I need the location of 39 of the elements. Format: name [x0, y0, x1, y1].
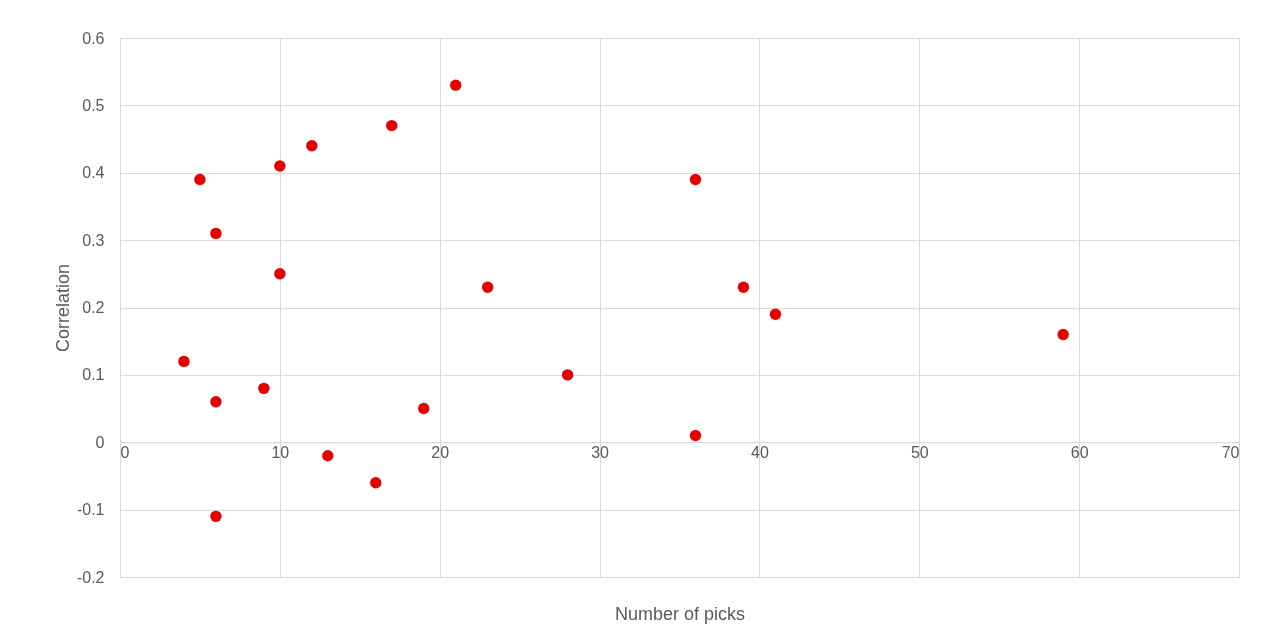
point [306, 140, 318, 152]
x-tick-label: 20 [431, 443, 450, 461]
point [561, 369, 574, 381]
x-axis-title: Number of picks [614, 603, 746, 624]
y-tick-label: 0.2 [82, 299, 105, 316]
y-tick-label: 0.1 [82, 366, 105, 384]
point [210, 396, 222, 408]
point [386, 119, 398, 132]
point [737, 281, 750, 293]
point [210, 227, 222, 240]
point [370, 476, 382, 489]
point [1057, 328, 1069, 341]
x-tick-label: 70 [1221, 443, 1240, 461]
point [481, 281, 494, 293]
point [418, 402, 430, 415]
point [322, 450, 334, 462]
x-tick-label: 40 [751, 443, 769, 461]
y-tick-label: 0.6 [82, 29, 105, 47]
point [274, 160, 286, 172]
y-tick-label: -0.1 [76, 501, 105, 519]
point [210, 510, 222, 523]
point [450, 79, 462, 91]
x-tick-label: 0 [120, 443, 130, 461]
y-tick-label: 0.4 [82, 164, 105, 182]
x-tick-label: 60 [1070, 443, 1089, 461]
point [274, 268, 286, 280]
point [178, 355, 190, 368]
x-tick-label: 50 [910, 443, 929, 461]
y-tick-label: -0.2 [76, 568, 105, 586]
point [258, 382, 270, 395]
y-tick-label: 0.3 [82, 231, 105, 249]
point [769, 308, 782, 320]
x-tick-label: 10 [271, 443, 290, 461]
point [689, 429, 702, 442]
point [194, 173, 206, 186]
x-tick-label: 30 [591, 443, 610, 461]
point [689, 173, 702, 186]
y-axis-title: Correlation [52, 263, 73, 353]
y-tick-label: 0.5 [82, 96, 105, 114]
